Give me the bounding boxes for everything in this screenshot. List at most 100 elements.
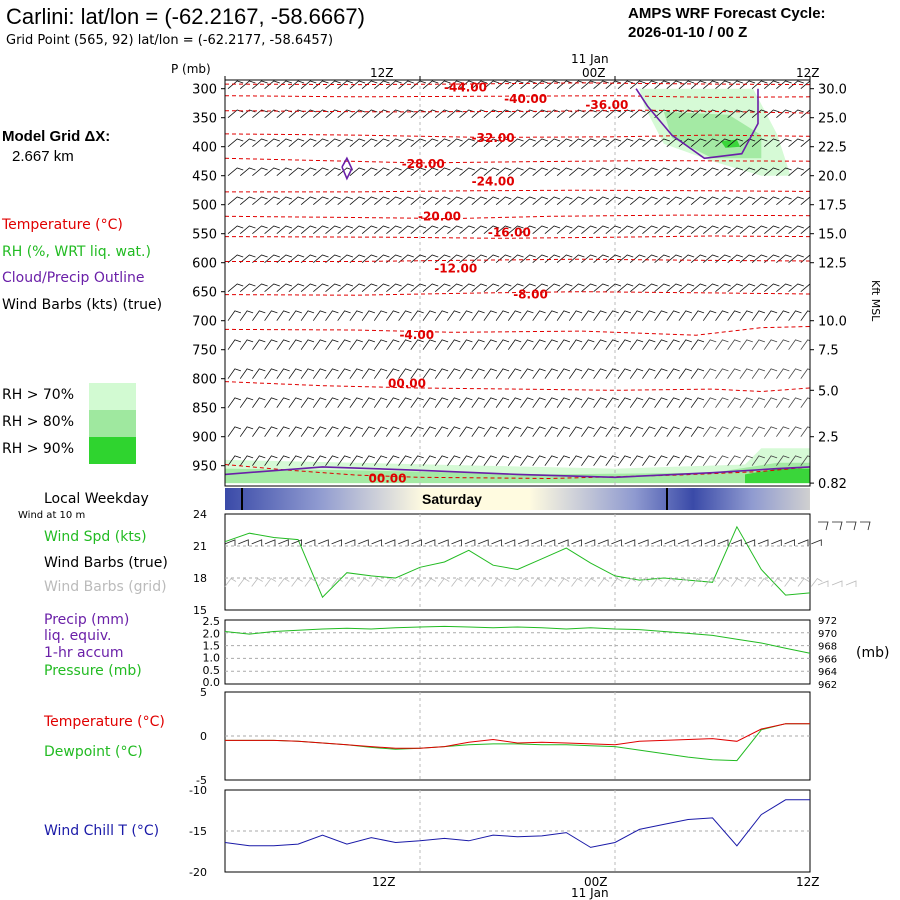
wind-barb [227,254,244,264]
wind-barb [739,167,756,177]
wind-barb [703,225,719,235]
wind-barb [642,455,656,466]
temperature-series-line-1 [225,723,810,749]
windchill-tick-label: -20 [189,866,207,879]
wind-barb [642,80,658,90]
wind-barb [447,80,463,90]
wind-barb-true [398,539,409,546]
wind-barb [605,109,622,119]
pressure-tick-label: 900 [192,431,217,446]
pressure-tick-label: 550 [192,228,217,243]
wind-barb [739,109,756,119]
wind-barb-grid [651,577,663,587]
wind-barb [666,426,680,437]
wind-barb [751,196,768,206]
wind-barb [593,426,607,437]
wind-barb-grid [411,577,423,587]
wind-barb-grid [730,577,743,587]
wind-barb [373,368,388,379]
wind-barb [373,339,388,350]
precip-liq-label: liq. equiv. [44,628,112,644]
wind-barb [276,283,293,293]
wind-barb [373,455,388,466]
wind-barb [532,80,549,90]
wind-barb [764,109,780,119]
wind-barb [715,196,731,206]
wind-barb [617,283,634,293]
wind-barb [813,456,826,466]
wind-barb [556,368,571,379]
wind-barb [532,109,549,119]
wind-barb [373,426,388,437]
wind-barb [776,225,792,235]
wind-barb-true [238,539,249,546]
wind-barb [642,254,658,264]
wind-barbs-true-label: Wind Barbs (true) [44,555,168,571]
pressure-tick-label: 970 [818,629,837,640]
temperature-contour-label: -12.00 [434,262,477,276]
wind-barb [605,225,622,235]
temperature-contour-12 [225,464,810,480]
wind-barb [447,138,463,148]
forecast-cycle-date: 2026-01-10 / 00 Z [628,24,748,41]
wind-barb [471,426,485,437]
wind-barb [398,283,414,293]
wind-barb-grid [817,580,829,587]
wind-barb [471,339,485,350]
wind-barb [813,284,828,292]
wind-barb [483,368,497,379]
wind-speed-panel: 15 18 21 24 [193,508,871,617]
wind-barb-true [624,539,636,546]
wind-barb [788,80,804,90]
wind-barb [410,368,424,379]
wind-barb [703,196,719,206]
wind-barb [252,196,268,206]
wind-barb [629,339,644,350]
pressure-tick-label: 350 [192,112,217,127]
wind-barb [349,310,363,321]
wind-barb-grid [277,577,290,587]
wind-barb [422,368,437,379]
wind-barb [471,80,488,90]
wind-barb [239,455,254,466]
wind-barb [483,339,497,350]
wind-barb [252,109,268,119]
wind-barb-true [731,539,742,546]
wind-barb [227,80,244,90]
wind-barb [325,283,341,293]
wind-barb [617,339,632,350]
temperature-contour-2 [225,109,810,114]
precip-tick-label: 2.0 [203,627,221,640]
wind-barb [751,167,768,177]
height-tick-label: 10.0 [818,315,847,330]
wind-barb [800,283,810,293]
wind-barb [252,167,268,177]
wind-barb [398,455,412,466]
wind-barb [520,196,536,206]
wind-barb [715,368,729,379]
wind-barb-grid [477,577,490,587]
wind-barb-true [424,539,436,546]
wind-barb [313,167,329,177]
wind-barb-grid [677,577,690,587]
wind-barb [593,283,609,293]
wind-barb [325,310,339,321]
weekday-label: Local Weekday [44,491,149,507]
wind-barb-true [818,521,829,531]
wind-barb [252,426,266,437]
wind-barb [800,109,810,119]
wind-barb [727,167,744,177]
wind-barb [313,138,329,148]
wind-barb [800,225,810,235]
wind-barb [227,109,244,119]
wind-barb [617,455,632,466]
wind-barb [703,254,719,264]
wind-barb-grid [357,577,370,587]
wind-barb [374,109,390,119]
wind-barb [520,167,536,177]
wind-speed-tick-label: 15 [193,604,207,617]
wind-barb [495,455,510,466]
wind-barb [422,109,439,119]
wind-barb [727,109,744,119]
wind-barb [337,80,354,90]
